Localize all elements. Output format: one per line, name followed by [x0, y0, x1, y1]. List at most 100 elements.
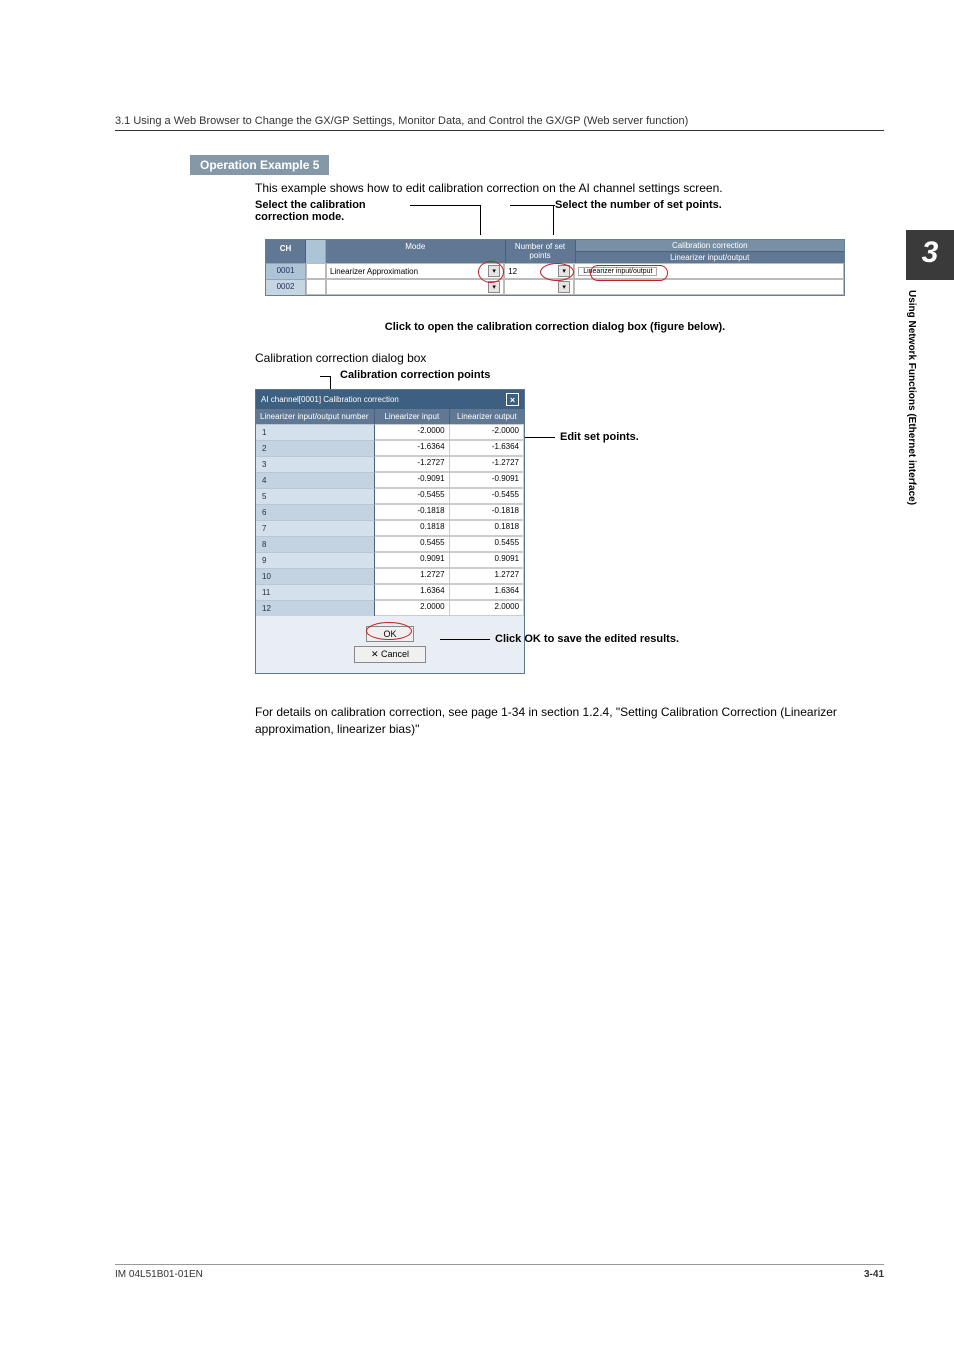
chevron-down-icon[interactable]: ▾: [558, 281, 570, 293]
input-cell[interactable]: 0.5455: [375, 536, 449, 552]
output-cell[interactable]: -2.0000: [450, 424, 524, 440]
cal-group-title: Calibration correction: [576, 240, 844, 251]
section-title: 3.1 Using a Web Browser to Change the GX…: [115, 115, 688, 127]
input-cell[interactable]: -1.6364: [375, 440, 449, 456]
settings-header-row: CH Mode Number of set points Calibration…: [266, 240, 844, 263]
side-tab: 3 Using Network Functions (Ethernet inte…: [906, 230, 954, 520]
table-row: 90.90910.9091: [256, 552, 524, 568]
dialog-title: AI channel[0001] Calibration correction: [261, 395, 399, 404]
row-num: 6: [256, 504, 375, 520]
close-icon[interactable]: ×: [506, 393, 519, 406]
output-cell[interactable]: 1.2727: [450, 568, 524, 584]
intro-text: This example shows how to edit calibrati…: [255, 181, 890, 195]
row-num: 1: [256, 424, 375, 440]
leader-line: [510, 205, 555, 206]
chapter-title: Using Network Functions (Ethernet interf…: [906, 280, 933, 520]
row-num: 3: [256, 456, 375, 472]
row-num: 10: [256, 568, 375, 584]
col-calibration-group: Calibration correction Linearizer input/…: [576, 240, 844, 263]
dialog-title-bar: AI channel[0001] Calibration correction …: [256, 390, 524, 409]
leader-line: [480, 205, 481, 235]
leader-line: [440, 639, 490, 640]
row-num: 5: [256, 488, 375, 504]
output-cell[interactable]: 2.0000: [450, 600, 524, 616]
chevron-down-icon[interactable]: ▾: [558, 265, 570, 277]
table-row: 1-2.0000-2.0000: [256, 424, 524, 440]
settings-table-wrap: CH Mode Number of set points Calibration…: [190, 239, 890, 296]
table-row: 80.54550.5455: [256, 536, 524, 552]
dialog-footer: OK ✕ Cancel: [256, 616, 524, 673]
dialog-subcaption: Calibration correction points: [340, 369, 890, 381]
table-row: 111.63641.6364: [256, 584, 524, 600]
output-cell[interactable]: 0.1818: [450, 520, 524, 536]
mode-value: Linearizer Approximation: [330, 267, 418, 276]
output-cell[interactable]: -1.2727: [450, 456, 524, 472]
doc-id: IM 04L51B01-01EN: [115, 1269, 203, 1280]
table-row: 4-0.9091-0.9091: [256, 472, 524, 488]
input-cell[interactable]: -1.2727: [375, 456, 449, 472]
num-select[interactable]: 12 ▾: [504, 263, 574, 279]
mode-select[interactable]: Linearizer Approximation ▾: [326, 263, 504, 279]
mode-select[interactable]: ▾: [326, 279, 504, 295]
section-header: 3.1 Using a Web Browser to Change the GX…: [115, 115, 884, 131]
output-cell[interactable]: -0.1818: [450, 504, 524, 520]
input-cell[interactable]: 2.0000: [375, 600, 449, 616]
row-num: 8: [256, 536, 375, 552]
dialog-rows: 1-2.0000-2.00002-1.6364-1.63643-1.2727-1…: [256, 424, 524, 616]
dlg-col1: Linearizer input/output number: [256, 409, 375, 424]
row-io: [306, 279, 326, 295]
input-cell[interactable]: 1.6364: [375, 584, 449, 600]
cancel-button[interactable]: ✕ Cancel: [354, 646, 426, 663]
linearizer-link[interactable]: Linearizer input/output: [578, 267, 657, 276]
col-num: Number of set points: [506, 240, 576, 263]
num-select[interactable]: ▾: [504, 279, 574, 295]
dlg-col2: Linearizer input: [375, 409, 449, 424]
output-cell[interactable]: 0.9091: [450, 552, 524, 568]
chapter-number: 3: [906, 230, 954, 280]
table-row: 101.27271.2727: [256, 568, 524, 584]
input-cell[interactable]: 0.1818: [375, 520, 449, 536]
operation-example-heading: Operation Example 5: [190, 155, 329, 175]
table-row: 2-1.6364-1.6364: [256, 440, 524, 456]
col-ch: CH: [266, 240, 306, 263]
col-io: [306, 240, 326, 263]
table-row: 122.00002.0000: [256, 600, 524, 616]
page-number: 3-41: [864, 1269, 884, 1280]
caption-right: Select the number of set points.: [555, 199, 775, 211]
output-cell[interactable]: -1.6364: [450, 440, 524, 456]
row-num: 7: [256, 520, 375, 536]
col-linearizer: Linearizer input/output: [576, 251, 844, 263]
input-cell[interactable]: -0.1818: [375, 504, 449, 520]
input-cell[interactable]: 1.2727: [375, 568, 449, 584]
row-ch: 0002: [266, 279, 306, 295]
table-row: 0002 ▾ ▾: [266, 279, 844, 295]
input-cell[interactable]: -0.9091: [375, 472, 449, 488]
table-row: 6-0.1818-0.1818: [256, 504, 524, 520]
settings-table: CH Mode Number of set points Calibration…: [265, 239, 845, 296]
row-io: [306, 263, 326, 279]
page-footer: IM 04L51B01-01EN 3-41: [115, 1264, 884, 1280]
output-cell[interactable]: -0.9091: [450, 472, 524, 488]
input-cell[interactable]: -2.0000: [375, 424, 449, 440]
input-cell[interactable]: -0.5455: [375, 488, 449, 504]
output-cell[interactable]: 1.6364: [450, 584, 524, 600]
content-area: Operation Example 5 This example shows h…: [190, 155, 890, 738]
dialog-header-row: Linearizer input/output number Linearize…: [256, 409, 524, 424]
linearizer-cell[interactable]: [574, 279, 844, 295]
caption-row: Select the calibration correction mode. …: [255, 199, 890, 239]
chevron-down-icon[interactable]: ▾: [488, 265, 500, 277]
linearizer-cell[interactable]: Linearizer input/output: [574, 263, 844, 279]
chevron-down-icon[interactable]: ▾: [488, 281, 500, 293]
dlg-col3: Linearizer output: [450, 409, 524, 424]
input-cell[interactable]: 0.9091: [375, 552, 449, 568]
output-cell[interactable]: -0.5455: [450, 488, 524, 504]
row-num: 2: [256, 440, 375, 456]
caption-left: Select the calibration correction mode.: [255, 199, 415, 223]
row-num: 12: [256, 600, 375, 616]
save-note: Click OK to save the edited results.: [495, 633, 679, 645]
dialog-caption: Calibration correction dialog box: [255, 351, 890, 365]
leader-line: [320, 376, 330, 377]
output-cell[interactable]: 0.5455: [450, 536, 524, 552]
leader-line: [525, 437, 555, 438]
row-ch: 0001: [266, 263, 306, 279]
